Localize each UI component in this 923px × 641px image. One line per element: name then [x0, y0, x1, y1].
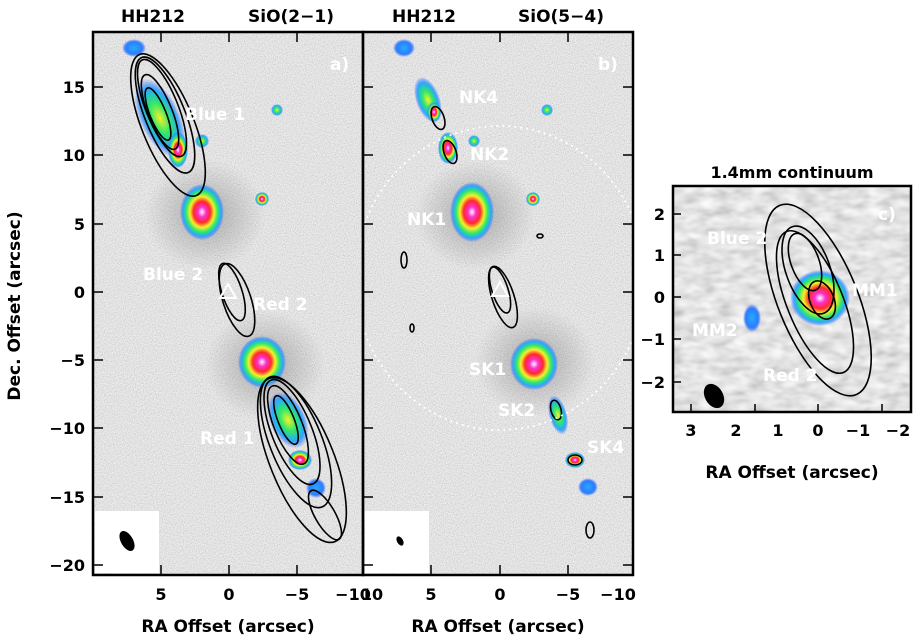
panel-b-source-marker-icon [490, 279, 510, 297]
label-sk1: SK1 [469, 360, 506, 380]
panel-c-ytick: −2 [640, 373, 665, 392]
panel-b-beam-box [365, 511, 429, 573]
panel-a-source-title: HH212 [121, 7, 185, 27]
panel-a-source-marker-icon [218, 281, 238, 299]
panel-a-ytick: 15 [63, 78, 85, 97]
label-nk1: NK1 [407, 210, 446, 230]
panel-b-tag: b) [598, 55, 618, 75]
panel-c-xtick: 3 [685, 421, 696, 440]
panel-c-title: 1.4mm continuum [710, 163, 873, 182]
label-blue-1: Blue 1 [185, 105, 245, 125]
panel-c-xtick: 1 [772, 421, 783, 440]
panel-b: HH212 SiO(5−4) b) NK4 NK2 NK1 SK1 SK2 SK… [361, 7, 636, 637]
label-sk2: SK2 [498, 401, 535, 421]
label-sk4: SK4 [587, 438, 624, 458]
panel-c-beam-icon [703, 383, 725, 409]
panel-c-ytick: −1 [640, 330, 665, 349]
panel-a-ytick: −20 [49, 556, 85, 575]
label-red-2: Red 2 [253, 295, 308, 315]
panel-b-line-title: SiO(5−4) [518, 7, 604, 27]
panel-a-ytick: −10 [49, 419, 85, 438]
panel-c-xtick: −1 [846, 421, 871, 440]
panel-c-xlabel: RA Offset (arcsec) [705, 463, 878, 483]
panel-c-frame [671, 184, 913, 414]
panel-c-ytick: 0 [654, 288, 665, 307]
panel-a: HH212 SiO(2−1) a) Blue 1 Blue 2 Red 2 Re… [5, 7, 371, 637]
label-c-blue-2: Blue 2 [707, 229, 767, 249]
panel-b-frame [361, 30, 635, 577]
panel-b-xtick: 0 [494, 585, 505, 604]
panel-b-xtick: −10 [600, 585, 636, 604]
panel-a-xtick: 5 [155, 585, 166, 604]
panel-b-beam-icon [396, 536, 404, 546]
panel-a-line-title: SiO(2−1) [248, 7, 334, 27]
label-nk4: NK4 [459, 88, 498, 108]
panel-a-ytick: 5 [74, 215, 85, 234]
panel-b-xtick: −5 [556, 585, 581, 604]
panel-c-ytick: 1 [654, 246, 665, 265]
label-red-1: Red 1 [200, 429, 255, 449]
panel-a-xtick: −5 [285, 585, 310, 604]
panel-c: 1.4mm continuum c) Blue 2 MM1 MM2 Red 2 … [640, 163, 913, 483]
label-c-mm1: MM1 [852, 281, 898, 301]
panel-a-ytick: −5 [60, 351, 85, 370]
panel-a-beam-icon [119, 531, 135, 551]
panel-c-xtick: 2 [730, 421, 741, 440]
panel-c-ytick: 2 [654, 205, 665, 224]
panel-a-ticks [93, 32, 298, 575]
panel-a-ytick: 10 [63, 146, 85, 165]
panel-b-xlabel: RA Offset (arcsec) [411, 617, 584, 637]
panel-a-xlabel: RA Offset (arcsec) [141, 617, 314, 637]
panel-c-contours [763, 203, 873, 397]
panel-a-ytick: 0 [74, 283, 85, 302]
label-nk2: NK2 [470, 145, 509, 165]
panel-b-xtick: 10 [361, 585, 383, 604]
panel-a-xtick: −10 [335, 585, 371, 604]
panel-a-xtick: 0 [223, 585, 234, 604]
panel-b-source-title: HH212 [392, 7, 456, 27]
panel-a-ylabel: Dec. Offset (arcsec) [5, 211, 25, 400]
panel-a-contours [129, 53, 348, 544]
panel-a-emission-knots [122, 39, 326, 498]
label-c-red-2: Red 2 [763, 366, 818, 386]
panel-c-xtick: 0 [812, 421, 823, 440]
panel-c-xtick: −2 [886, 421, 911, 440]
label-c-mm2: MM2 [692, 321, 738, 341]
panel-c-ticks [673, 213, 883, 412]
panel-b-xtick: 5 [425, 585, 436, 604]
panel-b-ticks [363, 32, 633, 575]
panel-a-tag: a) [330, 55, 349, 75]
panel-a-ytick: −15 [49, 488, 85, 507]
label-blue-2: Blue 2 [143, 265, 203, 285]
panel-b-contours [400, 105, 595, 539]
panel-c-tag: c) [878, 205, 896, 225]
